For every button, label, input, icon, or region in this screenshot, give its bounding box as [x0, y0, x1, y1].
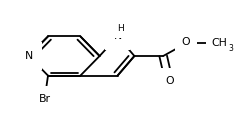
Text: Br: Br	[38, 94, 50, 104]
Text: CH: CH	[211, 38, 227, 48]
Text: O: O	[166, 76, 174, 86]
Text: N: N	[114, 31, 122, 41]
Text: 3: 3	[228, 44, 233, 53]
Text: O: O	[182, 37, 190, 47]
Text: H: H	[117, 24, 123, 33]
Text: N: N	[25, 51, 33, 61]
